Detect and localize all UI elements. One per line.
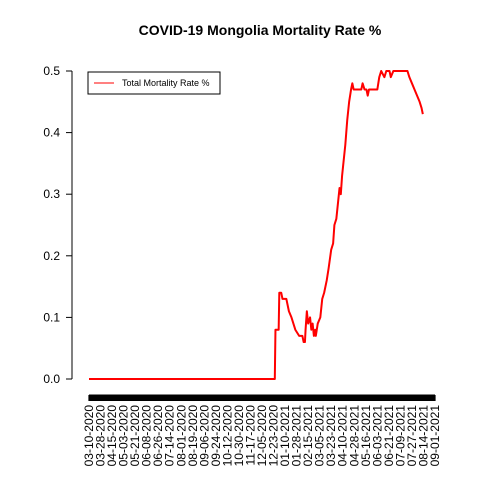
y-axis: 0.0 0.1 0.2 0.3 0.4 0.5 <box>43 64 72 386</box>
series-layer <box>89 71 423 379</box>
x-axis: 03-10-202003-28-202004-15-202005-03-2020… <box>82 395 442 466</box>
series-line-0 <box>89 71 423 379</box>
x-tick-label: 09-01-2021 <box>428 405 442 467</box>
chart-title: COVID-19 Mongolia Mortality Rate % <box>139 22 382 38</box>
y-tick-label: 0.2 <box>43 249 60 263</box>
y-tick-label: 0.3 <box>43 187 60 201</box>
y-tick-label: 0.1 <box>43 310 60 324</box>
legend: Total Mortality Rate % <box>88 72 220 94</box>
y-tick-label: 0.4 <box>43 126 60 140</box>
y-tick-label: 0.0 <box>43 372 60 386</box>
y-tick-label: 0.5 <box>43 64 60 78</box>
legend-label: Total Mortality Rate % <box>122 78 210 88</box>
